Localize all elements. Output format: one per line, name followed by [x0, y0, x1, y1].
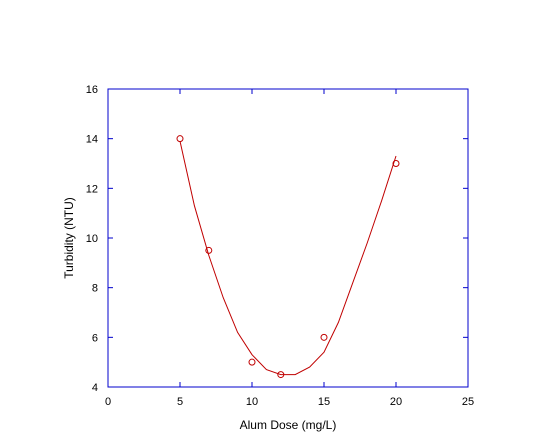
plot-frame — [107, 88, 469, 388]
y-tick-label: 14 — [86, 134, 98, 146]
data-point — [277, 371, 285, 379]
x-tick-label: 5 — [177, 396, 183, 408]
data-point — [205, 246, 213, 254]
x-tick-label: 0 — [105, 396, 111, 408]
data-point — [176, 135, 184, 143]
y-axis-label: Turbidity (NTU) — [62, 197, 76, 279]
data-point — [248, 358, 256, 366]
fit-curve-line — [179, 140, 397, 376]
x-tick-label: 25 — [462, 396, 474, 408]
x-axis-label: Alum Dose (mg/L) — [240, 418, 337, 432]
y-tick-label: 12 — [86, 183, 98, 195]
y-tick-label: 6 — [92, 332, 98, 344]
y-tick-label: 16 — [86, 84, 98, 96]
x-tick-label: 15 — [318, 396, 330, 408]
y-tick-label: 8 — [92, 283, 98, 295]
y-tick-label: 10 — [86, 233, 98, 245]
x-tick-label: 10 — [246, 396, 258, 408]
data-point — [392, 160, 400, 167]
data-point — [320, 333, 328, 341]
y-tick-label: 4 — [92, 382, 98, 394]
x-tick-label: 20 — [390, 396, 402, 408]
